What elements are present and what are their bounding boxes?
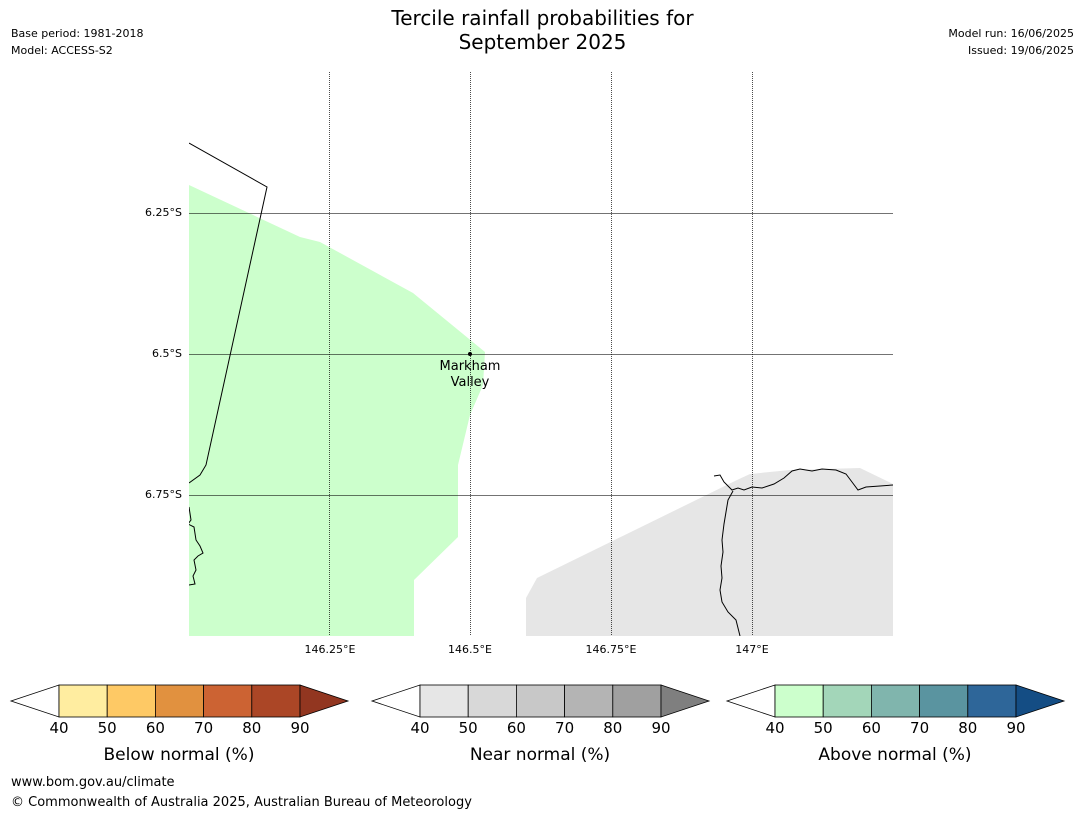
- title-line-1: Tercile rainfall probabilities for: [391, 6, 694, 30]
- colorbar-tick-label: 40: [765, 719, 785, 737]
- model-run-text: Model run: 16/06/2025: [948, 27, 1074, 40]
- lon-label-146-5: 146.5°E: [448, 643, 492, 656]
- coastline-right: [713, 468, 893, 491]
- above-normal-region: [189, 185, 485, 636]
- coastline-left: [189, 506, 204, 586]
- colorbar-tick-label: 70: [194, 719, 214, 737]
- colorbar-tick-label: 50: [458, 719, 478, 737]
- colorbar-tick-label: 50: [813, 719, 833, 737]
- colorbar-tick-label: 50: [97, 719, 117, 737]
- colorbar-tick-label: 90: [651, 719, 671, 737]
- colorbar-tick-label: 60: [861, 719, 881, 737]
- title-line-2: September 2025: [458, 30, 627, 54]
- meta-left: Base period: 1981-2018 Model: ACCESS-S2: [11, 25, 143, 59]
- colorbar-tick-label: 90: [290, 719, 310, 737]
- colorbar-tick-label: 80: [603, 719, 623, 737]
- colorbar-tick-label: 40: [410, 719, 430, 737]
- river-line: [719, 490, 741, 636]
- boundary-line: [189, 142, 268, 484]
- colorbar-segment: [467, 684, 517, 718]
- colorbar-title: Above normal (%): [818, 745, 972, 765]
- colorbar-segment: [106, 684, 156, 718]
- colorbar-tick-label: 70: [910, 719, 930, 737]
- colorbar-tick-label: 80: [242, 719, 262, 737]
- place-name-line-1: Markham: [439, 359, 501, 374]
- footer-url: www.bom.gov.au/climate: [11, 775, 175, 790]
- colorbar-segment: [58, 684, 108, 718]
- footer-copyright: © Commonwealth of Australia 2025, Austra…: [11, 795, 472, 810]
- lon-label-147: 147°E: [735, 643, 769, 656]
- near-normal-region: [526, 468, 893, 636]
- lon-label-146-75: 146.75°E: [585, 643, 637, 656]
- colorbar-tick-label: 90: [1006, 719, 1026, 737]
- meta-right: Model run: 16/06/2025 Issued: 19/06/2025: [948, 25, 1074, 59]
- model-text: Model: ACCESS-S2: [11, 44, 113, 57]
- colorbar-right-extension: [660, 684, 711, 718]
- map-title: Tercile rainfall probabilities for Septe…: [0, 6, 1085, 54]
- colorbar-segment: [419, 684, 469, 718]
- colorbar-tick-label: 60: [145, 719, 165, 737]
- place-name-line-2: Valley: [450, 375, 490, 390]
- place-label: Markham Valley: [425, 359, 515, 391]
- colorbar-left-extension: [725, 684, 776, 718]
- colorbar-tick-label: 40: [49, 719, 69, 737]
- colorbar-right-extension: [1015, 684, 1066, 718]
- colorbar-tick-label: 70: [555, 719, 575, 737]
- lat-label-6-75: 6.75°S: [145, 488, 182, 501]
- colorbar-segment: [612, 684, 662, 718]
- colorbar-left-extension: [9, 684, 60, 718]
- lat-label-6-25: 6.25°S: [145, 206, 182, 219]
- markham-valley-marker: [468, 352, 472, 356]
- lat-gridlines: [189, 213, 893, 496]
- colorbar-tick-label: 60: [506, 719, 526, 737]
- colorbars-graphics: [9, 684, 1066, 718]
- colorbar-segment: [919, 684, 969, 718]
- colorbar-segment: [251, 684, 301, 718]
- lon-label-146-25: 146.25°E: [304, 643, 356, 656]
- colorbar-segment: [822, 684, 872, 718]
- colorbar-segment: [516, 684, 566, 718]
- colorbar-segment: [774, 684, 824, 718]
- lat-label-6-5: 6.5°S: [152, 347, 182, 360]
- base-period-text: Base period: 1981-2018: [11, 27, 144, 40]
- colorbar-segment: [871, 684, 921, 718]
- colorbar-title: Near normal (%): [469, 745, 611, 765]
- colorbar-title: Below normal (%): [103, 745, 255, 765]
- colorbar-segment: [564, 684, 614, 718]
- colorbar-segment: [967, 684, 1017, 718]
- colorbar-segment: [154, 684, 204, 718]
- colorbar-left-extension: [370, 684, 421, 718]
- issued-text: Issued: 19/06/2025: [967, 44, 1074, 57]
- colorbar-segment: [203, 684, 253, 718]
- colorbar-right-extension: [299, 684, 350, 718]
- colorbar-tick-label: 80: [958, 719, 978, 737]
